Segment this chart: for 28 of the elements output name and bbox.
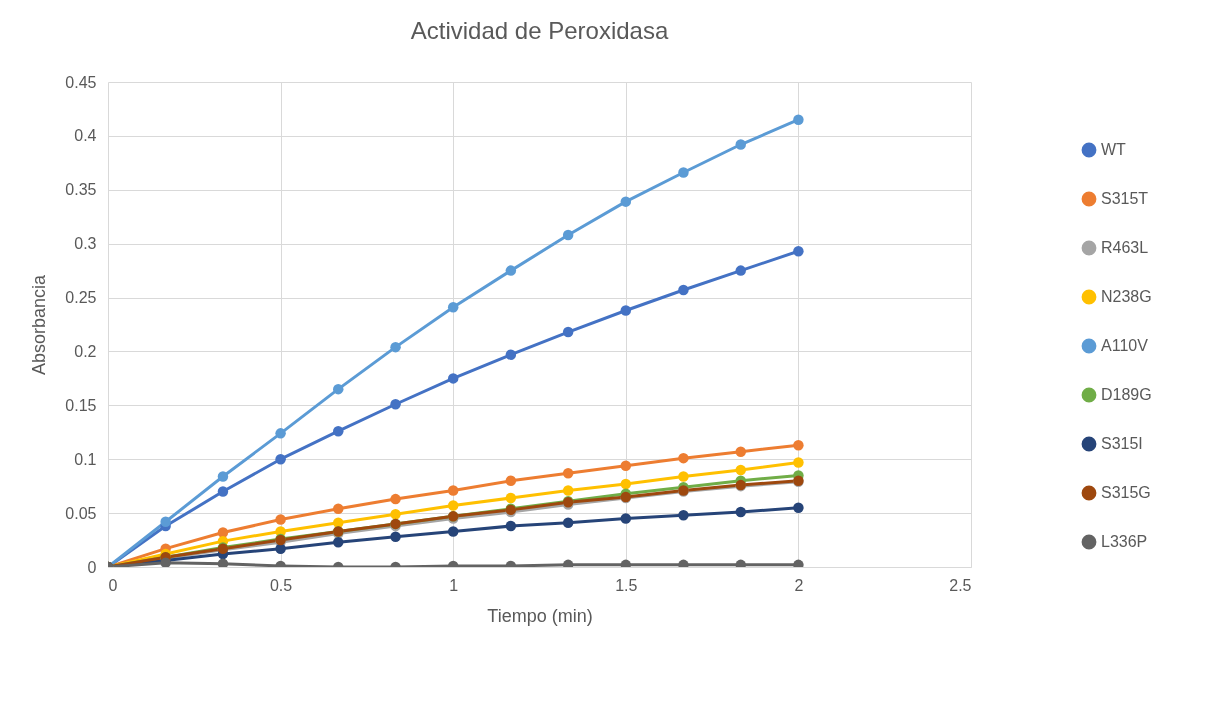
y-tick-label: 0.35 <box>65 181 97 199</box>
x-tick-label: 0.5 <box>269 576 293 594</box>
y-tick-label: 0 <box>87 558 97 576</box>
legend-label: D189G <box>1101 386 1152 403</box>
y-axis-title: Absorbancia <box>29 273 50 376</box>
x-tick-label: 0 <box>108 576 118 594</box>
y-tick-label: 0.45 <box>65 73 97 91</box>
legend-label: A110V <box>1101 337 1149 354</box>
legend-label: L336P <box>1101 533 1148 550</box>
legend-label: S315G <box>1101 484 1151 501</box>
legend-label: WT <box>1101 141 1127 158</box>
y-tick-label: 0.2 <box>74 342 97 360</box>
x-tick-label: 2.5 <box>949 576 972 594</box>
legend-label: R463L <box>1101 239 1149 256</box>
chart-title: Actividad de Peroxidasa <box>410 17 669 44</box>
legend-label: S315I <box>1101 435 1143 452</box>
y-tick-label: 0.3 <box>74 235 97 253</box>
x-tick-label: 1.5 <box>615 576 638 594</box>
y-tick-label: 0.1 <box>74 450 97 468</box>
x-axis-title: Tiempo (min) <box>487 605 593 626</box>
legend-label: S315T <box>1101 190 1149 207</box>
y-tick-label: 0.25 <box>65 289 97 307</box>
y-tick-label: 0.4 <box>74 127 97 145</box>
x-tick-label: 2 <box>794 576 804 594</box>
x-tick-label: 1 <box>449 576 459 594</box>
y-tick-label: 0.05 <box>65 504 97 522</box>
y-tick-label: 0.15 <box>65 396 97 414</box>
legend-label: N238G <box>1101 288 1152 305</box>
